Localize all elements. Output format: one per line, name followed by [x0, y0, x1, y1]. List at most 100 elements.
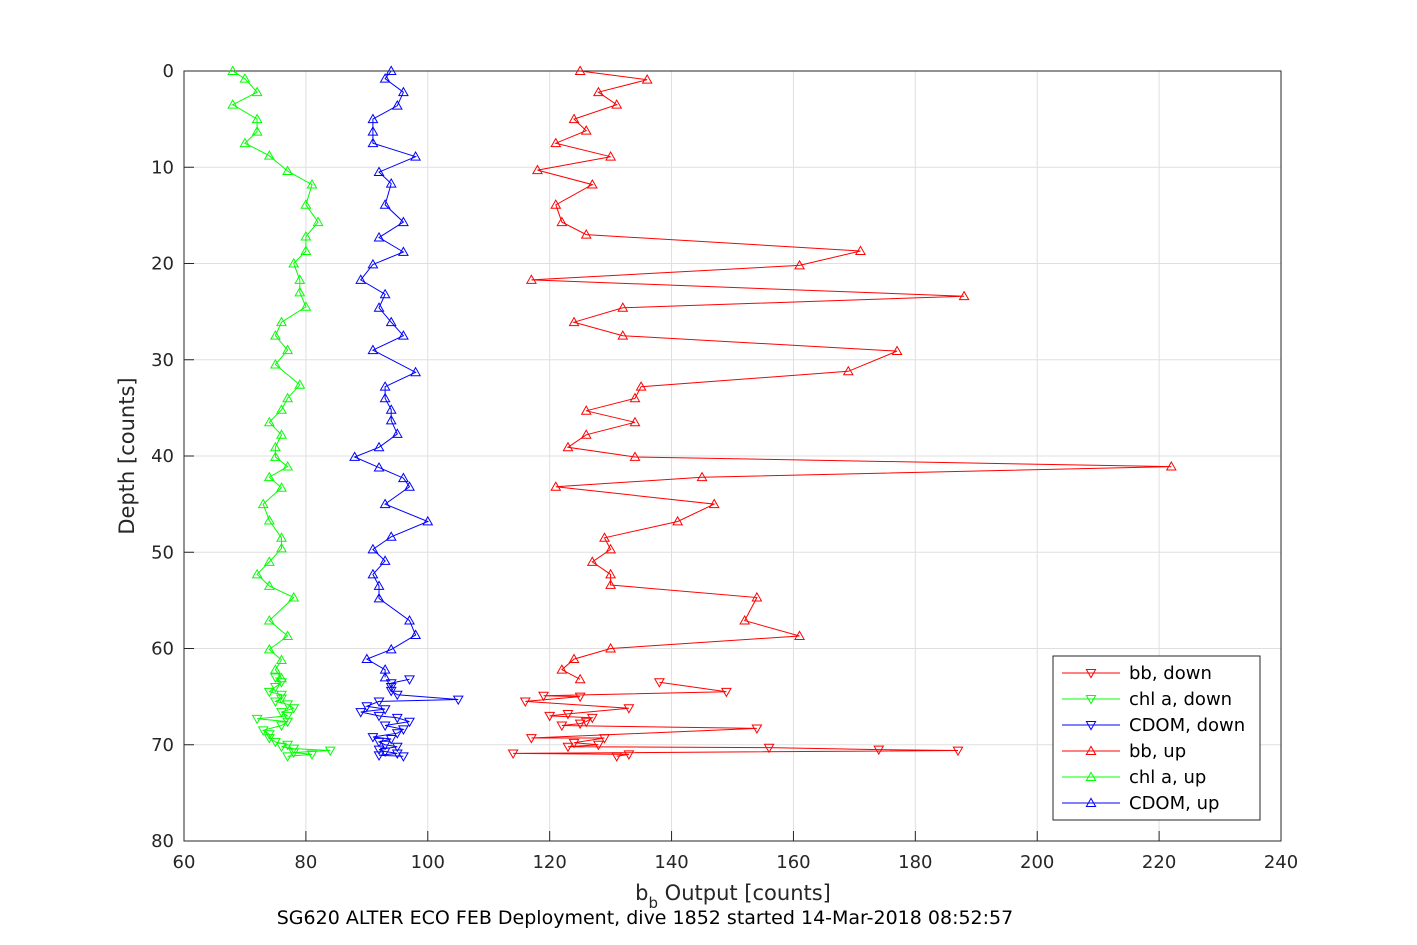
data-point: [592, 740, 604, 751]
data-point: [276, 721, 287, 732]
y-tick-label: 30: [151, 350, 174, 371]
y-tick-label: 80: [151, 831, 174, 852]
data-point: [525, 734, 537, 744]
series-5: [349, 65, 434, 682]
y-tick-label: 50: [151, 542, 174, 563]
data-point: [617, 302, 629, 312]
chart-caption: SG620 ALTER ECO FEB Deployment, dive 185…: [277, 907, 1013, 929]
data-point: [574, 673, 586, 684]
data-point: [294, 379, 306, 389]
data-point: [605, 579, 617, 589]
legend-entry-label: bb, up: [1129, 741, 1186, 762]
legend-entry-label: bb, down: [1129, 663, 1212, 684]
data-point: [586, 178, 598, 189]
data-point: [751, 591, 763, 602]
x-tick-label: 200: [1020, 852, 1054, 873]
x-tick-label: 80: [294, 852, 317, 873]
y-tick-label: 0: [163, 61, 174, 82]
data-point: [696, 471, 708, 482]
data-point: [562, 441, 574, 452]
data-point: [891, 345, 903, 356]
legend: bb, down chl a, down CDOM, down bb, up chl a…: [1052, 655, 1261, 821]
data-point: [397, 752, 409, 762]
data-point: [367, 258, 379, 269]
data-point: [379, 199, 391, 209]
data-point: [873, 745, 885, 756]
data-point: [410, 629, 422, 639]
legend-marker: [1085, 797, 1097, 807]
data-point: [641, 74, 653, 84]
series-line: [513, 681, 959, 757]
x-axis-label: bb Output [counts]: [635, 881, 831, 912]
data-point: [251, 126, 263, 136]
data-point: [538, 691, 550, 702]
data-point: [605, 642, 617, 653]
data-point: [653, 678, 665, 688]
data-point: [952, 746, 964, 757]
data-point: [739, 614, 751, 625]
x-tick-label: 240: [1264, 852, 1298, 873]
data-point: [276, 542, 287, 553]
data-point: [452, 695, 464, 706]
data-point: [611, 99, 623, 109]
data-point: [544, 711, 556, 722]
x-tick-label: 160: [776, 852, 810, 873]
data-point: [269, 683, 281, 693]
data-point: [379, 705, 391, 715]
data-point: [263, 150, 275, 160]
data-point: [385, 65, 397, 75]
x-axis-label-main: b: [635, 881, 648, 905]
data-point: [958, 290, 970, 301]
data-point: [385, 414, 397, 425]
data-point: [276, 404, 287, 414]
x-axis-label-rest: Output [counts]: [658, 881, 831, 905]
data-point: [842, 365, 854, 376]
data-point: [391, 690, 403, 701]
data-point: [269, 330, 281, 340]
data-point: [263, 643, 275, 654]
x-tick-label: 180: [898, 852, 932, 873]
data-point: [373, 592, 385, 603]
data-point: [282, 165, 294, 176]
data-point: [580, 229, 592, 239]
data-point: [397, 216, 409, 227]
data-point: [282, 752, 294, 762]
data-point: [251, 86, 263, 97]
data-point: [568, 653, 580, 664]
data-point: [617, 330, 629, 340]
legend-entry-label: chl a, up: [1129, 767, 1206, 788]
data-point: [605, 568, 617, 579]
data-point: [367, 733, 379, 743]
series-3: [525, 65, 1177, 684]
data-point: [391, 713, 403, 724]
data-point: [574, 719, 586, 730]
data-point: [367, 568, 379, 579]
data-point: [794, 259, 806, 270]
legend-marker: [1085, 771, 1097, 781]
data-point: [580, 429, 592, 439]
data-point: [251, 568, 263, 579]
data-point: [379, 721, 391, 732]
data-point: [556, 216, 568, 227]
data-point: [263, 614, 275, 625]
data-point: [720, 687, 732, 698]
data-point: [391, 742, 403, 753]
data-point: [556, 721, 568, 732]
data-point: [263, 556, 275, 566]
data-point: [276, 482, 287, 492]
axis-ticks: 60 80 100 120 140 160 180 200 220 240010203040506…: [151, 61, 1298, 873]
data-point: [282, 711, 294, 722]
data-point: [379, 288, 391, 299]
data-point: [562, 742, 574, 753]
data-point: [404, 481, 415, 491]
y-tick-label: 70: [151, 735, 174, 756]
data-point: [282, 392, 294, 403]
data-point: [422, 515, 434, 526]
data-point: [349, 451, 361, 461]
x-tick-label: 60: [173, 852, 196, 873]
data-point: [574, 692, 586, 703]
data-point: [562, 710, 574, 720]
data-point: [306, 178, 318, 189]
data-point: [288, 257, 300, 268]
